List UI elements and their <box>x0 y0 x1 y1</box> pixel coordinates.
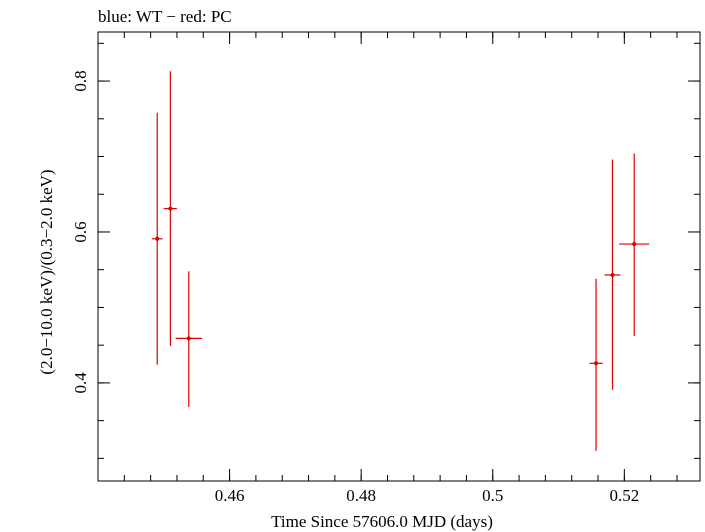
y-tick-label: 0.6 <box>71 221 90 242</box>
axis-ticks <box>98 32 700 481</box>
data-point <box>151 112 163 365</box>
point-marker <box>594 361 599 366</box>
point-marker <box>610 272 615 277</box>
data-point <box>163 71 177 346</box>
point-marker <box>632 242 637 247</box>
point-marker <box>186 336 191 341</box>
point-marker <box>168 206 173 211</box>
axis-tick-labels: 0.46 0.48 0.5 0.52 0.4 0.6 0.8 <box>71 70 639 505</box>
data-point <box>619 153 650 337</box>
data-point <box>175 271 202 408</box>
y-axis-label: (2.0−10.0 keV)/(0.3−2.0 keV) <box>37 169 56 374</box>
x-tick-label: 0.48 <box>346 486 376 505</box>
x-tick-label: 0.5 <box>482 486 503 505</box>
data-points <box>151 71 650 451</box>
x-tick-label: 0.52 <box>609 486 639 505</box>
data-point <box>604 159 621 390</box>
x-axis-label: Time Since 57606.0 MJD (days) <box>271 512 493 531</box>
y-tick-label: 0.4 <box>71 372 90 394</box>
plot-frame <box>97 31 701 482</box>
x-tick-label: 0.46 <box>215 486 245 505</box>
y-tick-label: 0.8 <box>71 70 90 91</box>
data-point <box>589 278 603 451</box>
chart-title: blue: WT − red: PC <box>98 7 232 26</box>
point-marker <box>155 236 160 241</box>
